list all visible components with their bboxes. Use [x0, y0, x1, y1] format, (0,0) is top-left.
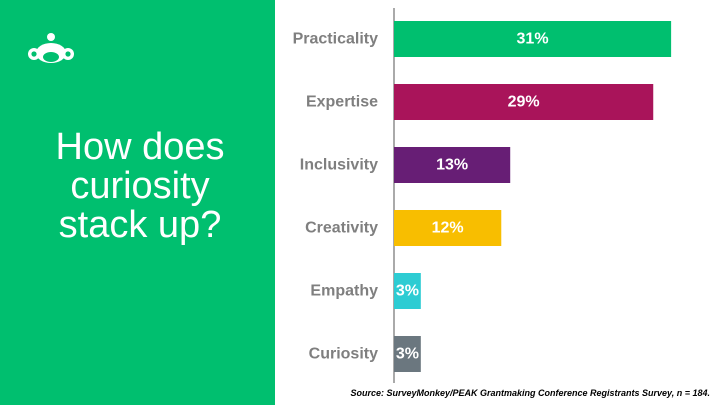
value-label-creativity: 12%	[432, 220, 464, 237]
slide-title: How does curiosity stack up?	[55, 126, 225, 246]
bar-practicality	[394, 21, 672, 57]
source-note: Source: SurveyMonkey/PEAK Grantmaking Co…	[350, 388, 710, 398]
bar-inclusivity	[394, 147, 511, 183]
value-label-inclusivity: 13%	[436, 157, 468, 174]
bar-empathy	[394, 273, 421, 309]
category-label-inclusivity: Inclusivity	[300, 157, 378, 174]
bar-curiosity	[394, 336, 421, 372]
value-label-curiosity: 3%	[396, 346, 419, 363]
title-panel: How does curiosity stack up?	[0, 0, 275, 405]
category-label-creativity: Creativity	[305, 220, 378, 237]
bar-creativity	[394, 210, 502, 246]
value-label-expertise: 29%	[508, 94, 540, 111]
bar-expertise	[394, 84, 654, 120]
category-label-expertise: Expertise	[306, 94, 378, 111]
category-label-practicality: Practicality	[293, 31, 378, 48]
category-label-empathy: Empathy	[310, 283, 378, 300]
value-label-empathy: 3%	[396, 283, 419, 300]
surveymonkey-logo-icon	[28, 33, 74, 63]
value-label-practicality: 31%	[517, 31, 549, 48]
category-label-curiosity: Curiosity	[309, 346, 378, 363]
